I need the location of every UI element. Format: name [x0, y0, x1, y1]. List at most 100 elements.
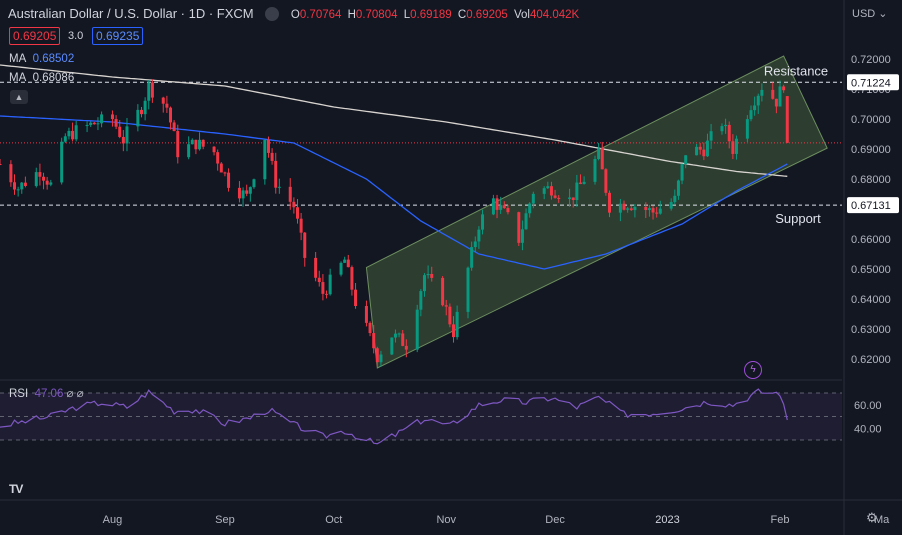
candle-body: [110, 114, 114, 120]
sell-price-button[interactable]: 0.69205: [9, 27, 61, 45]
candle-body: [669, 202, 673, 209]
candle-body: [644, 206, 648, 211]
x-tick-label: Dec: [545, 514, 565, 526]
candle-body: [597, 148, 601, 160]
candle-body: [34, 172, 38, 186]
candle-body: [118, 126, 122, 137]
x-tick-label: Feb: [771, 514, 790, 526]
candle-body: [266, 139, 270, 153]
candle-body: [248, 187, 252, 194]
candle-body: [277, 186, 281, 188]
candle-body: [9, 164, 13, 183]
resistance-price-tag: 0.71224: [851, 77, 891, 89]
candle-body: [63, 136, 67, 142]
candle-body: [549, 186, 553, 196]
currency-label: USD: [852, 8, 876, 20]
ma-fast-line: [0, 115, 788, 270]
rsi-extra: ⌀ ⌀: [66, 388, 84, 400]
candle-body: [241, 190, 245, 199]
x-tick-label: Aug: [103, 514, 123, 526]
candle-body: [771, 89, 775, 99]
candle-body: [441, 277, 445, 306]
candle-body: [325, 293, 329, 295]
candle-body: [303, 232, 307, 258]
candle-body: [96, 123, 100, 125]
support-price-tag: 0.67131: [851, 200, 891, 212]
candle-body: [633, 206, 637, 211]
candle-body: [393, 333, 397, 338]
candle-body: [176, 131, 180, 158]
candle-body: [571, 197, 575, 200]
x-tick-label: Ma: [874, 514, 890, 526]
candle-body: [295, 207, 299, 219]
support-annotation: Support: [775, 211, 821, 226]
candle-body: [604, 169, 608, 193]
x-tick-label: Sep: [215, 514, 235, 526]
candle-body: [364, 306, 368, 323]
y-tick-label: 0.69000: [851, 144, 891, 156]
y-tick-label: 0.63000: [851, 324, 891, 336]
candle-body: [190, 139, 194, 145]
candle-body: [121, 136, 125, 144]
candle-body: [506, 208, 510, 213]
candle-body: [695, 146, 699, 156]
candle-body: [223, 172, 227, 174]
y-tick-label: 0.66000: [851, 234, 891, 246]
candle-body: [38, 172, 42, 177]
candle-body: [216, 152, 220, 164]
candle-body: [288, 186, 292, 202]
candle-body: [542, 188, 546, 194]
candle-body: [404, 345, 408, 350]
y-tick-label: 0.64000: [851, 294, 891, 306]
candle-body: [422, 275, 426, 292]
candle-body: [379, 354, 383, 363]
rsi-band: [0, 393, 842, 440]
low-label: L: [403, 9, 411, 21]
close-value: 0.69205: [466, 9, 508, 21]
candle-body: [455, 311, 459, 338]
ma2-legend[interactable]: MA 0.68086: [9, 72, 74, 84]
candle-body: [778, 86, 782, 107]
lightning-icon[interactable]: ϟ: [744, 361, 762, 379]
candle-body: [227, 172, 231, 188]
candle-body: [673, 195, 677, 203]
candle-body: [143, 100, 147, 115]
x-tick-label: Nov: [436, 514, 456, 526]
buy-price-button[interactable]: 0.69235: [92, 27, 144, 45]
candle-body: [448, 306, 452, 325]
candle-body: [390, 337, 394, 355]
chevron-down-icon: ⌄: [878, 8, 888, 20]
ma-slow-line: [0, 64, 788, 177]
currency-selector[interactable]: USD ⌄: [852, 7, 888, 20]
candle-body: [147, 82, 151, 101]
candle-body: [172, 122, 176, 132]
candle-body: [169, 107, 173, 123]
candle-body: [647, 208, 651, 211]
rsi-legend[interactable]: RSI 47.06 ⌀ ⌀: [9, 386, 84, 400]
candle-body: [328, 274, 332, 295]
rsi-tick-label: 40.00: [854, 423, 882, 435]
tradingview-logo-icon[interactable]: TV: [9, 482, 23, 496]
chevron-up-icon[interactable]: ▲: [10, 90, 28, 104]
candle-body: [593, 159, 597, 182]
resistance-annotation: Resistance: [764, 63, 828, 78]
chart-header: Australian Dollar / U.S. Dollar · 1D · F…: [8, 6, 582, 22]
candle-body: [502, 205, 506, 209]
candle-body: [470, 247, 474, 268]
candle-body: [626, 208, 630, 210]
gear-icon[interactable]: ⚙: [866, 510, 878, 525]
ma2-label: MA: [9, 72, 27, 84]
ma1-legend[interactable]: MA 0.68502: [9, 53, 74, 65]
candle-body: [578, 182, 582, 184]
candle-body: [92, 122, 96, 125]
candle-body: [546, 186, 550, 189]
symbol-title[interactable]: Australian Dollar / U.S. Dollar · 1D · F…: [8, 6, 254, 21]
candle-body: [756, 95, 760, 106]
candle-body: [354, 289, 358, 307]
y-tick-label: 0.70000: [851, 114, 891, 126]
close-label: C: [457, 9, 467, 21]
candle-body: [531, 193, 535, 204]
candle-body: [339, 262, 343, 275]
candle-body: [74, 125, 78, 140]
